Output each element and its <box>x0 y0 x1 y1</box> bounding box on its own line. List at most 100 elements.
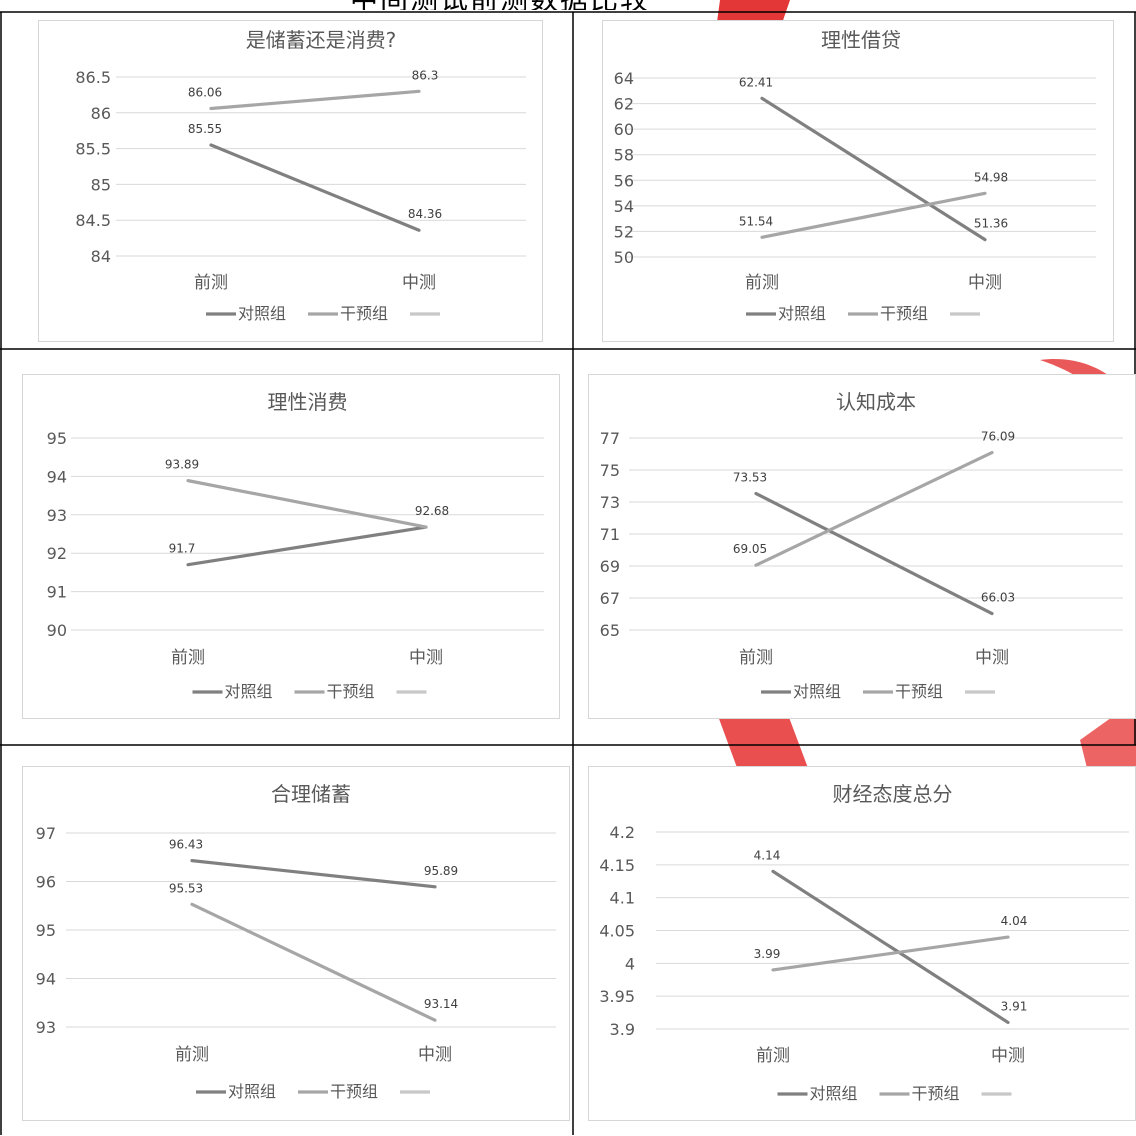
data-label: 4.14 <box>754 848 781 862</box>
x-category-label: 前测 <box>171 648 205 668</box>
y-tick-label: 97 <box>36 824 56 843</box>
data-label: 69.05 <box>733 542 767 556</box>
data-label: 73.53 <box>733 471 767 485</box>
data-label: 93.14 <box>424 997 458 1011</box>
chart-title: 理性借贷 <box>821 28 901 52</box>
y-tick-label: 84.5 <box>75 211 111 230</box>
legend-label: 对照组 <box>793 682 841 701</box>
data-label: 95.89 <box>424 864 458 878</box>
chart-panel-6: 财经态度总分 4.2 4.15 4.1 4.05 4 3.95 3.9 前测 中测 4.14 3.91… <box>588 766 1136 1121</box>
y-tick-label: 96 <box>36 873 56 892</box>
data-label: 91.7 <box>169 542 196 556</box>
series-line-intervention <box>209 89 421 111</box>
y-tick-label: 77 <box>600 429 620 448</box>
y-tick-label: 92 <box>47 544 67 563</box>
data-label: 62.41 <box>739 75 773 89</box>
legend-label: 干预组 <box>880 304 928 323</box>
y-tick-label: 75 <box>600 461 620 480</box>
legend-label: 干预组 <box>912 1084 960 1103</box>
x-category-label: 中测 <box>968 273 1002 293</box>
page-header-text: 中间测试前测数据比较 <box>350 0 650 10</box>
chart-panel-1: 是储蓄还是消费? 86.5 86 85.5 85 84.5 84 前测 中测 85.55 84.36… <box>38 20 543 342</box>
chart-panel-4: 认知成本 77 75 73 71 69 67 65 前测 中测 73.53 66.03 69.05 76.… <box>588 374 1136 719</box>
data-label: 86.06 <box>188 86 222 100</box>
y-tick-label: 65 <box>600 621 620 640</box>
y-tick-label: 71 <box>600 525 620 544</box>
data-label: 3.91 <box>1001 999 1028 1013</box>
y-tick-label: 56 <box>614 171 634 190</box>
series-line-control <box>771 869 1010 1025</box>
y-tick-label: 4.1 <box>610 889 635 908</box>
x-category-label: 中测 <box>975 648 1009 668</box>
y-tick-label: 84 <box>91 247 111 266</box>
series-line-intervention <box>771 935 1010 972</box>
legend-label: 对照组 <box>778 304 826 323</box>
y-tick-label: 85.5 <box>75 140 111 159</box>
chart-panel-2: 理性借贷 64 62 60 58 56 54 52 50 前测 中测 62.41 51.36 51.54 5… <box>602 20 1114 342</box>
y-tick-label: 62 <box>614 95 634 114</box>
legend-label: 对照组 <box>228 1082 276 1101</box>
legend-label: 干预组 <box>330 1082 378 1101</box>
legend-label: 对照组 <box>225 682 273 701</box>
series-line-intervention <box>186 479 428 529</box>
x-category-label: 中测 <box>991 1046 1025 1066</box>
data-label: 85.55 <box>188 122 222 136</box>
y-tick-label: 4.2 <box>610 823 635 842</box>
data-label: 84.36 <box>408 207 442 221</box>
y-tick-label: 64 <box>614 69 634 88</box>
data-label: 3.99 <box>754 947 781 961</box>
y-tick-label: 86.5 <box>75 68 111 87</box>
data-label: 76.09 <box>981 430 1015 444</box>
y-tick-label: 54 <box>614 197 634 216</box>
series-line-control <box>186 525 428 567</box>
legend-label: 对照组 <box>238 304 286 323</box>
y-tick-label: 73 <box>600 493 620 512</box>
y-tick-label: 93 <box>36 1018 56 1037</box>
y-tick-label: 50 <box>614 248 634 267</box>
x-category-label: 前测 <box>194 273 228 293</box>
data-label: 95.53 <box>169 881 203 895</box>
chart-panel-3: 理性消费 95 94 93 92 91 90 前测 中测 91.7 92.68 93.89 对照组 干预组 <box>22 374 560 719</box>
series-line-control <box>760 96 987 242</box>
legend-label: 干预组 <box>327 682 375 701</box>
data-label: 51.54 <box>739 214 773 228</box>
data-label: 54.98 <box>974 170 1008 184</box>
data-label: 4.04 <box>1001 914 1028 928</box>
x-category-label: 中测 <box>409 648 443 668</box>
y-tick-label: 4.05 <box>599 922 635 941</box>
data-label: 92.68 <box>415 504 449 518</box>
data-label: 66.03 <box>981 591 1015 605</box>
y-tick-label: 4 <box>625 954 635 973</box>
y-tick-label: 95 <box>36 921 56 940</box>
chart-title: 是储蓄还是消费? <box>246 28 397 52</box>
data-label: 51.36 <box>974 217 1008 231</box>
legend-label: 对照组 <box>810 1084 858 1103</box>
y-tick-label: 93 <box>47 506 67 525</box>
chart-title: 合理储蓄 <box>271 782 351 806</box>
legend-label: 干预组 <box>895 682 943 701</box>
y-tick-label: 69 <box>600 557 620 576</box>
y-tick-label: 60 <box>614 120 634 139</box>
chart-title: 财经态度总分 <box>833 782 953 806</box>
y-tick-label: 67 <box>600 589 620 608</box>
series-line-control <box>754 491 994 616</box>
y-tick-label: 91 <box>47 583 67 602</box>
series-line-intervention <box>190 902 437 1022</box>
x-category-label: 前测 <box>175 1045 209 1065</box>
x-category-label: 前测 <box>745 273 779 293</box>
y-tick-label: 58 <box>614 146 634 165</box>
y-tick-label: 52 <box>614 222 634 241</box>
x-category-label: 前测 <box>739 648 773 668</box>
series-line-control <box>190 859 437 889</box>
series-line-control <box>209 143 421 232</box>
y-tick-label: 85 <box>91 175 111 194</box>
chart-title: 认知成本 <box>836 390 916 414</box>
y-tick-label: 94 <box>36 970 56 989</box>
